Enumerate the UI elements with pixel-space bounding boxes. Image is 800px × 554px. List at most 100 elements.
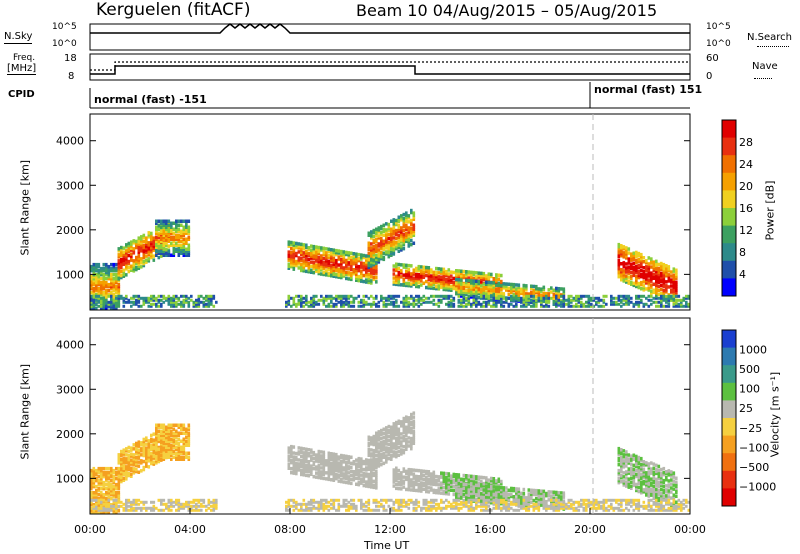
- heatmap-cell: [377, 304, 381, 308]
- heatmap-cell: [180, 243, 183, 247]
- heatmap-cell: [432, 504, 436, 508]
- heatmap-cell: [375, 470, 378, 474]
- heatmap-cell: [122, 462, 126, 466]
- heatmap-cell: [92, 278, 96, 283]
- heatmap-cell: [410, 444, 413, 449]
- heatmap-cell: [675, 300, 678, 304]
- heatmap-cell: [140, 261, 143, 265]
- heatmap-cell: [365, 468, 368, 472]
- heatmap-cell: [500, 291, 503, 296]
- heatmap-cell: [500, 279, 503, 284]
- heatmap-cell: [167, 300, 171, 304]
- heatmap-cell: [442, 481, 446, 486]
- heatmap-cell: [355, 506, 358, 510]
- heatmap-cell: [127, 461, 131, 466]
- heatmap-cell: [187, 235, 191, 239]
- heatmap-cell: [95, 476, 98, 481]
- heatmap-cell: [540, 289, 543, 293]
- heatmap-cell: [185, 229, 188, 233]
- heatmap-cell: [575, 304, 578, 308]
- heatmap-cell: [432, 506, 436, 510]
- heatmap-cell: [167, 219, 171, 223]
- heatmap-cell: [395, 424, 398, 429]
- heatmap-cell: [540, 300, 543, 304]
- heatmap-cell: [485, 286, 488, 290]
- heatmap-cell: [675, 270, 678, 274]
- heatmap-cell: [117, 486, 121, 491]
- heatmap-cell: [145, 244, 148, 248]
- heatmap-cell: [380, 430, 383, 435]
- heatmap-cell: [122, 270, 126, 274]
- heatmap-cell: [300, 300, 303, 304]
- heatmap-cell: [542, 293, 546, 298]
- heatmap-cell: [335, 476, 338, 481]
- heatmap-cell: [155, 304, 158, 308]
- heatmap-cell: [317, 449, 321, 454]
- heatmap-cell: [125, 449, 128, 453]
- heatmap-cell: [397, 431, 401, 435]
- heatmap-cell: [360, 273, 363, 277]
- heatmap-cell: [210, 302, 213, 306]
- heatmap-cell: [322, 256, 326, 261]
- heatmap-cell: [170, 300, 173, 304]
- heatmap-cell: [307, 500, 311, 504]
- heatmap-cell: [392, 280, 396, 284]
- heatmap-cell: [317, 463, 321, 468]
- heatmap-cell: [337, 506, 341, 510]
- heatmap-cell: [90, 495, 93, 499]
- heatmap-cell: [295, 259, 298, 264]
- heatmap-cell: [97, 298, 101, 302]
- heatmap-cell: [555, 292, 558, 297]
- heatmap-cell: [640, 256, 643, 261]
- heatmap-cell: [422, 498, 426, 502]
- heatmap-cell: [347, 255, 351, 259]
- heatmap-cell: [105, 482, 108, 487]
- heatmap-cell: [197, 500, 201, 504]
- heatmap-cell: [437, 504, 441, 508]
- heatmap-cell: [355, 464, 358, 468]
- heatmap-cell: [117, 467, 121, 471]
- heatmap-cell: [675, 290, 678, 294]
- heatmap-cell: [447, 276, 451, 280]
- heatmap-cell: [580, 296, 583, 300]
- heatmap-cell: [657, 272, 661, 277]
- heatmap-cell: [487, 302, 491, 306]
- heatmap-cell: [357, 278, 361, 283]
- heatmap-cell: [327, 465, 331, 470]
- heatmap-cell: [170, 227, 173, 231]
- heatmap-cell: [107, 272, 111, 277]
- heatmap-cell: [157, 304, 161, 308]
- heatmap-cell: [632, 304, 636, 308]
- heatmap-cell: [512, 297, 516, 301]
- heatmap-cell: [495, 302, 498, 306]
- heatmap-cell: [97, 280, 101, 285]
- heatmap-cell: [440, 269, 443, 273]
- heatmap-cell: [395, 268, 398, 273]
- heatmap-cell: [400, 450, 403, 454]
- heatmap-cell: [442, 506, 446, 510]
- heatmap-cell: [317, 467, 321, 472]
- heatmap-cell: [365, 484, 368, 488]
- heatmap-cell: [370, 304, 373, 308]
- heatmap-cell: [345, 502, 348, 506]
- heatmap-cell: [347, 455, 351, 459]
- heatmap-cell: [402, 228, 406, 233]
- heatmap-cell: [297, 466, 301, 470]
- heatmap-cell: [112, 276, 116, 281]
- heatmap-cell: [337, 473, 341, 477]
- heatmap-cell: [310, 264, 313, 268]
- heatmap-cell: [182, 219, 186, 223]
- heatmap-cell: [127, 463, 131, 468]
- heatmap-cell: [155, 247, 158, 251]
- heatmap-cell: [342, 476, 346, 480]
- heatmap-cell: [140, 296, 143, 300]
- heatmap-cell: [300, 252, 303, 257]
- heatmap-cell: [352, 298, 356, 302]
- heatmap-cell: [132, 500, 136, 504]
- heatmap-cell: [120, 467, 123, 472]
- heatmap-cell: [442, 279, 446, 284]
- heatmap-cell: [555, 304, 558, 308]
- heatmap-cell: [435, 488, 438, 493]
- heatmap-cell: [162, 229, 166, 233]
- heatmap-cell: [300, 448, 303, 453]
